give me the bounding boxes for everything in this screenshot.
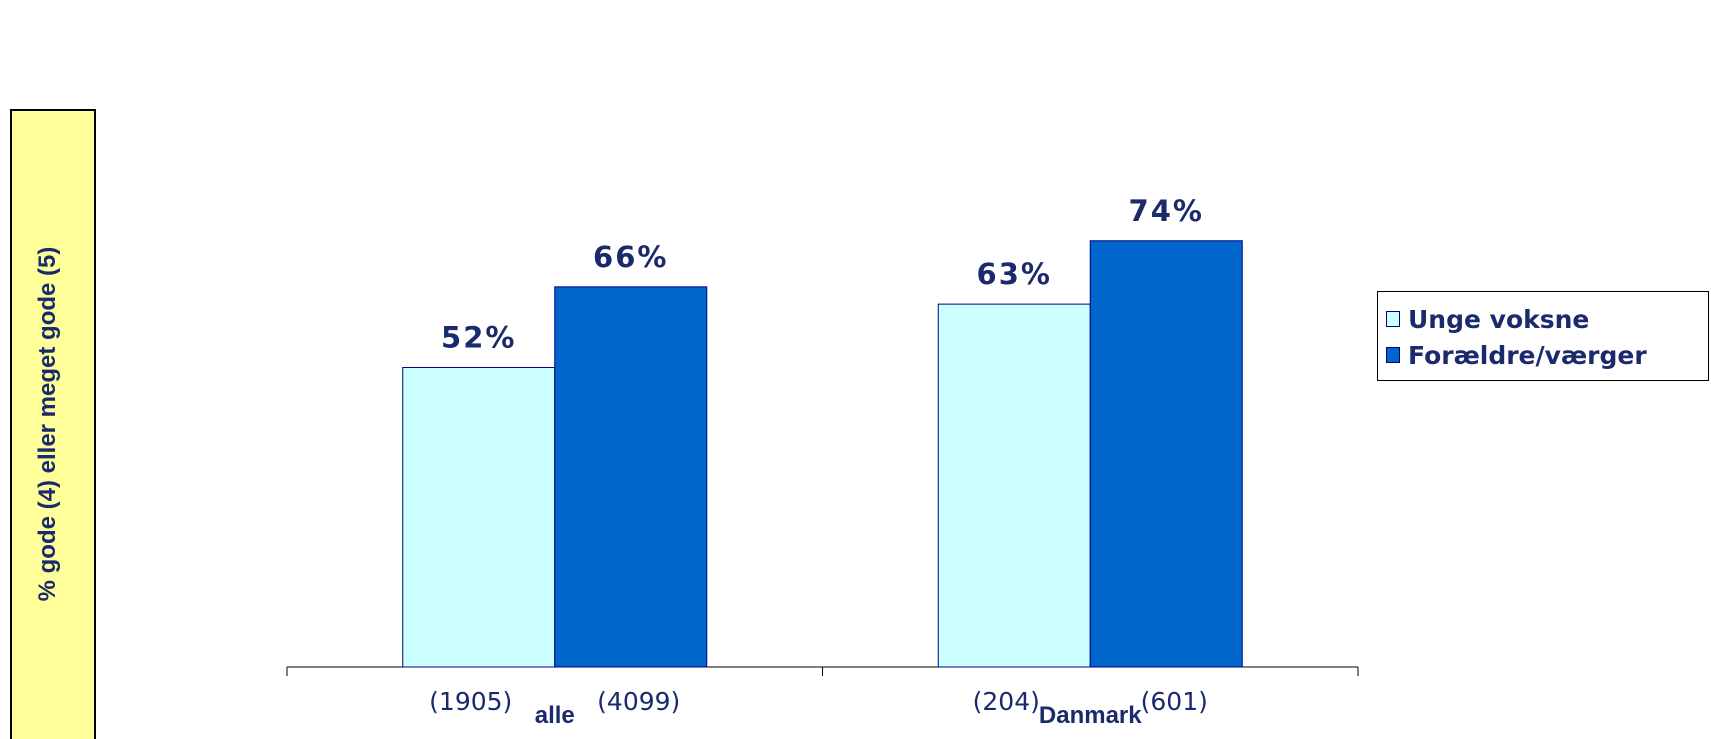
legend-item-foraeldre-vaerger: Forældre/værger [1386, 337, 1708, 373]
legend-swatch-foraeldre-vaerger [1386, 347, 1400, 363]
bar [555, 287, 707, 667]
legend-label-foraeldre-vaerger: Forældre/værger [1408, 341, 1647, 370]
bar-value-label: 74% [1129, 194, 1204, 228]
bar-value-label: 63% [977, 257, 1052, 291]
x-tick-label: Danmark [1039, 702, 1142, 729]
x-tick-label: alle [535, 702, 575, 729]
legend-item-unge-voksne: Unge voksne [1386, 301, 1708, 337]
bar [403, 367, 555, 667]
category-count-label: (204) [973, 687, 1040, 716]
bar [938, 304, 1090, 667]
bar-value-label: 52% [441, 320, 516, 354]
category-count-label: (4099) [597, 687, 680, 716]
bar [1090, 241, 1242, 667]
category-count-label: (1905) [429, 687, 512, 716]
category-count-label: (601) [1141, 687, 1208, 716]
legend: Unge voksne Forældre/værger [1377, 291, 1709, 381]
legend-label-unge-voksne: Unge voksne [1408, 305, 1589, 334]
bar-value-label: 66% [593, 240, 668, 274]
legend-swatch-unge-voksne [1386, 311, 1400, 327]
